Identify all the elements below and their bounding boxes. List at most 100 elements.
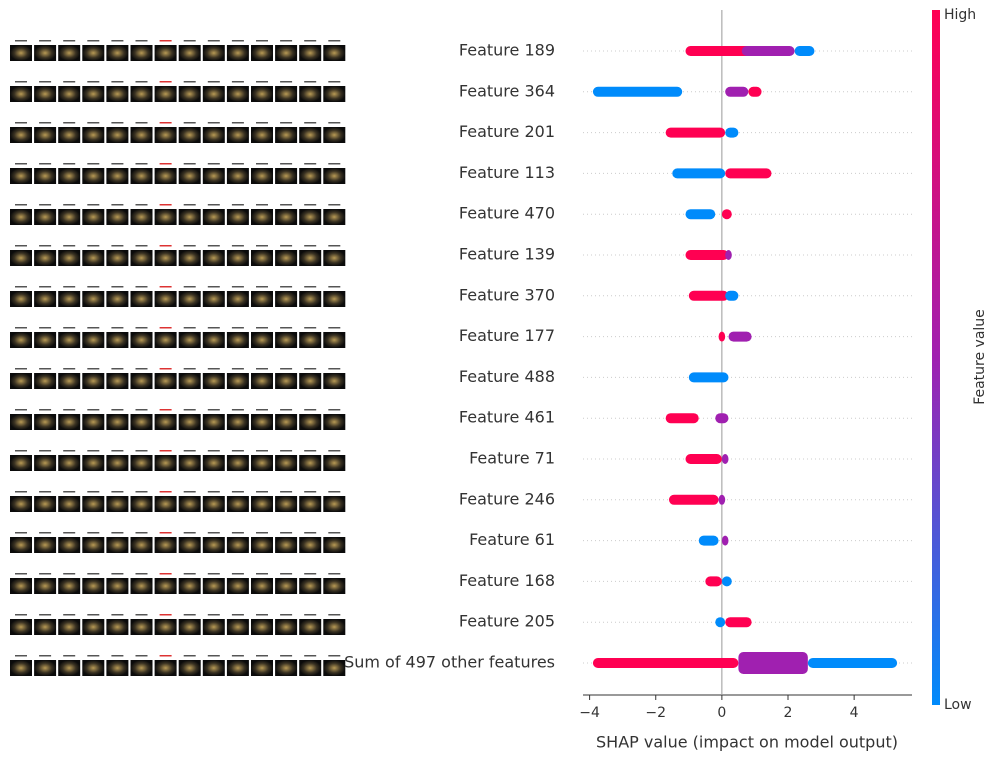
thumbnail-caption bbox=[328, 122, 341, 124]
thumbnail-caption bbox=[87, 491, 100, 493]
thumbnail bbox=[251, 332, 273, 348]
thumbnail bbox=[130, 660, 153, 676]
thumbnail bbox=[106, 291, 129, 307]
thumbnail-caption bbox=[304, 655, 317, 657]
thumbnail bbox=[251, 414, 273, 430]
thumbnail-caption bbox=[111, 327, 124, 329]
thumbnail bbox=[154, 373, 177, 389]
thumbnail bbox=[323, 291, 346, 307]
thumbnail bbox=[202, 660, 225, 676]
thumbnail bbox=[275, 168, 298, 184]
thumbnail-caption bbox=[280, 614, 293, 616]
thumbnail-caption bbox=[256, 245, 268, 247]
swarm-segment bbox=[698, 535, 719, 546]
thumbnail bbox=[275, 291, 298, 307]
thumbnail-caption bbox=[135, 491, 148, 493]
thumbnail bbox=[251, 45, 273, 61]
thumbnail-caption bbox=[280, 573, 293, 575]
thumbnail bbox=[58, 373, 81, 389]
thumbnail-caption bbox=[304, 327, 317, 329]
thumbnail-caption bbox=[111, 491, 124, 493]
thumbnail bbox=[10, 86, 32, 102]
thumbnail bbox=[202, 168, 225, 184]
thumbnail bbox=[323, 250, 346, 266]
thumbnail bbox=[178, 86, 201, 102]
x-axis-label: SHAP value (impact on model output) bbox=[596, 733, 898, 752]
thumbnail-caption bbox=[159, 327, 172, 329]
feature-label: Feature 370 bbox=[459, 285, 555, 304]
thumbnail bbox=[202, 291, 225, 307]
thumbnail bbox=[58, 45, 81, 61]
thumbnail-caption bbox=[87, 532, 100, 534]
thumbnail-caption bbox=[328, 573, 341, 575]
thumbnail bbox=[106, 619, 129, 635]
thumbnail bbox=[323, 373, 346, 389]
thumbnail-caption bbox=[304, 204, 317, 206]
thumbnail-caption bbox=[183, 409, 196, 411]
thumbnail-caption bbox=[87, 573, 100, 575]
thumbnail bbox=[58, 660, 81, 676]
thumbnail bbox=[323, 45, 346, 61]
feature-label: Feature 71 bbox=[469, 449, 555, 468]
thumbnail bbox=[323, 86, 346, 102]
thumbnail bbox=[178, 127, 201, 143]
thumbnail bbox=[154, 660, 177, 676]
thumbnail bbox=[154, 332, 177, 348]
thumbnail-caption bbox=[280, 163, 293, 165]
thumbnail bbox=[202, 578, 225, 594]
swarm-segment bbox=[592, 86, 683, 97]
thumbnail bbox=[58, 86, 81, 102]
swarm-segment bbox=[721, 209, 732, 220]
thumbnail bbox=[106, 537, 129, 553]
thumbnail-caption bbox=[39, 368, 52, 370]
thumbnail bbox=[275, 332, 298, 348]
thumbnail-caption bbox=[183, 286, 196, 288]
thumbnail bbox=[82, 537, 105, 553]
thumbnail-caption bbox=[231, 204, 244, 206]
thumbnail-caption bbox=[39, 163, 52, 165]
thumbnail bbox=[251, 537, 273, 553]
thumbnail-caption bbox=[15, 204, 27, 206]
thumbnail bbox=[130, 455, 153, 471]
thumbnail-caption bbox=[63, 573, 76, 575]
thumbnail bbox=[202, 45, 225, 61]
thumbnail-caption bbox=[183, 204, 196, 206]
thumbnail bbox=[323, 537, 346, 553]
thumbnail-caption bbox=[135, 204, 148, 206]
thumbnail bbox=[82, 455, 105, 471]
thumbnail-caption bbox=[39, 286, 52, 288]
thumbnail bbox=[251, 578, 273, 594]
thumbnail bbox=[10, 332, 32, 348]
thumbnail-caption bbox=[183, 245, 196, 247]
thumbnail bbox=[34, 209, 57, 225]
thumbnail bbox=[202, 414, 225, 430]
thumbnail-caption bbox=[87, 450, 100, 452]
thumbnail-caption bbox=[328, 286, 341, 288]
thumbnail-caption bbox=[87, 614, 100, 616]
thumbnail-caption bbox=[231, 450, 244, 452]
thumbnail bbox=[226, 250, 249, 266]
thumbnail bbox=[10, 660, 32, 676]
thumbnail bbox=[251, 291, 273, 307]
thumbnail-caption bbox=[256, 573, 268, 575]
feature-label: Sum of 497 other features bbox=[344, 653, 555, 672]
thumbnail bbox=[106, 660, 129, 676]
thumbnail-caption bbox=[207, 409, 220, 411]
thumbnail-caption bbox=[39, 614, 52, 616]
swarm-segment bbox=[668, 494, 719, 505]
thumbnail-caption bbox=[231, 491, 244, 493]
thumbnail bbox=[299, 168, 322, 184]
thumbnail-caption bbox=[15, 491, 27, 493]
thumbnail-caption bbox=[280, 450, 293, 452]
thumbnail bbox=[323, 168, 346, 184]
thumbnail-caption bbox=[280, 40, 293, 42]
thumbnail bbox=[34, 373, 57, 389]
thumbnail bbox=[226, 291, 249, 307]
swarm-segment bbox=[672, 168, 726, 179]
thumbnail-caption bbox=[304, 40, 317, 42]
thumbnail bbox=[82, 332, 105, 348]
thumbnail-caption bbox=[328, 532, 341, 534]
thumbnail-caption bbox=[159, 122, 172, 124]
